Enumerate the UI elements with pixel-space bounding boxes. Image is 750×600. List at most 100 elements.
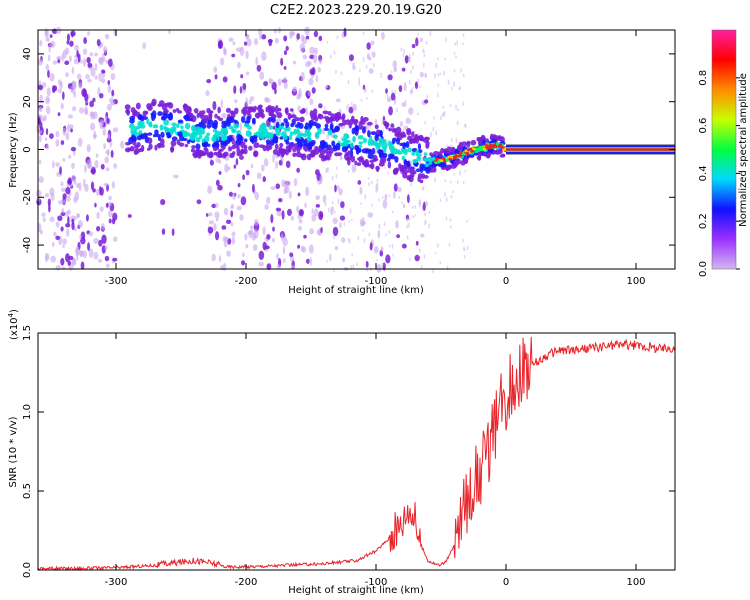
ridge-speckle xyxy=(395,126,402,134)
noise-speckle xyxy=(68,255,74,261)
noise-speckle xyxy=(292,86,298,93)
noise-speckle xyxy=(55,264,61,271)
noise-speckle xyxy=(50,40,56,48)
ridge-speckle xyxy=(425,140,430,146)
ridge-speckle xyxy=(360,115,364,123)
noise-speckle xyxy=(363,238,366,244)
ridge-speckle xyxy=(169,145,175,153)
ridge-speckle xyxy=(248,131,252,138)
noise-speckle xyxy=(47,198,51,207)
noise-speckle xyxy=(101,234,107,244)
noise-speckle xyxy=(44,193,50,198)
noise-speckle xyxy=(327,167,329,172)
noise-speckle xyxy=(394,67,396,72)
ridge-speckle xyxy=(357,135,364,140)
noise-speckle xyxy=(205,90,210,97)
ridge-speckle xyxy=(147,137,153,145)
noise-speckle xyxy=(248,145,253,151)
ridge-speckle xyxy=(476,137,482,142)
noise-speckle xyxy=(55,235,61,241)
noise-speckle xyxy=(389,96,391,102)
noise-speckle xyxy=(89,52,94,57)
noise-speckle xyxy=(371,180,373,185)
ridge-speckle xyxy=(465,141,471,148)
ridge-speckle xyxy=(391,139,396,144)
noise-speckle xyxy=(45,253,50,261)
noise-speckle xyxy=(283,35,288,42)
ridge-speckle xyxy=(200,127,206,135)
noise-speckle xyxy=(231,204,234,209)
spectrogram-x-tick-label: -300 xyxy=(105,276,128,287)
noise-speckle xyxy=(79,250,84,258)
noise-speckle xyxy=(108,218,112,224)
ridge-speckle xyxy=(240,149,245,155)
noise-speckle xyxy=(332,217,338,225)
noise-speckle xyxy=(466,245,469,251)
ridge-speckle xyxy=(320,144,326,150)
noise-speckle xyxy=(222,76,228,83)
noise-speckle xyxy=(365,260,369,268)
noise-speckle xyxy=(160,198,166,206)
ridge-speckle xyxy=(328,147,334,154)
noise-speckle xyxy=(207,226,214,234)
noise-speckle xyxy=(290,215,295,221)
ridge-speckle xyxy=(396,137,400,145)
noise-speckle xyxy=(376,179,379,183)
noise-speckle xyxy=(52,60,58,65)
noise-speckle xyxy=(214,231,220,241)
noise-speckle xyxy=(403,126,405,132)
noise-speckle xyxy=(104,255,110,262)
noise-speckle xyxy=(381,196,384,199)
noise-speckle xyxy=(42,217,46,223)
noise-speckle xyxy=(313,47,319,55)
ridge-speckle xyxy=(253,142,260,149)
noise-speckle xyxy=(38,84,44,91)
ridge-speckle xyxy=(388,127,392,132)
ridge-speckle xyxy=(447,164,452,169)
noise-speckle xyxy=(111,181,116,189)
spectrogram-x-tick-label: 0 xyxy=(503,276,509,287)
noise-speckle xyxy=(282,258,286,264)
noise-speckle xyxy=(263,80,269,87)
ridge-speckle xyxy=(267,116,273,122)
noise-speckle xyxy=(67,179,72,185)
noise-speckle xyxy=(296,205,300,213)
noise-speckle xyxy=(371,51,376,58)
ridge-speckle xyxy=(225,107,232,113)
noise-speckle xyxy=(49,133,54,139)
noise-speckle xyxy=(349,238,351,244)
noise-speckle xyxy=(52,160,55,169)
noise-speckle xyxy=(378,198,380,202)
noise-speckle xyxy=(110,100,115,106)
ridge-speckle xyxy=(220,144,226,149)
noise-speckle xyxy=(65,72,69,78)
noise-speckle xyxy=(90,168,96,174)
noise-speckle xyxy=(93,130,97,140)
noise-speckle xyxy=(108,195,112,201)
noise-speckle xyxy=(452,190,454,194)
noise-speckle xyxy=(401,67,406,72)
ridge-speckle xyxy=(270,108,275,114)
ridge-speckle xyxy=(378,162,385,167)
noise-speckle xyxy=(386,93,389,99)
noise-speckle xyxy=(415,240,419,246)
noise-speckle xyxy=(428,223,430,229)
ridge-speckle xyxy=(406,129,412,136)
ridge-speckle xyxy=(233,123,240,129)
spectrogram-ridge-layer xyxy=(124,98,675,184)
ridge-core-speckle xyxy=(479,145,483,149)
ridge-speckle xyxy=(203,147,208,151)
noise-speckle xyxy=(74,44,80,52)
noise-speckle xyxy=(105,263,110,268)
noise-speckle xyxy=(218,170,222,175)
ridge-speckle xyxy=(164,127,170,132)
noise-speckle xyxy=(61,199,66,205)
noise-speckle xyxy=(67,260,71,266)
noise-speckle xyxy=(230,210,234,218)
ridge-speckle xyxy=(280,122,285,127)
noise-speckle xyxy=(423,254,426,259)
spectrogram-xlabel: Height of straight line (km) xyxy=(288,285,424,296)
ridge-speckle xyxy=(217,106,221,114)
snr-multiplier: (x104) xyxy=(7,309,20,340)
snr-xlabel: Height of straight line (km) xyxy=(288,585,424,596)
